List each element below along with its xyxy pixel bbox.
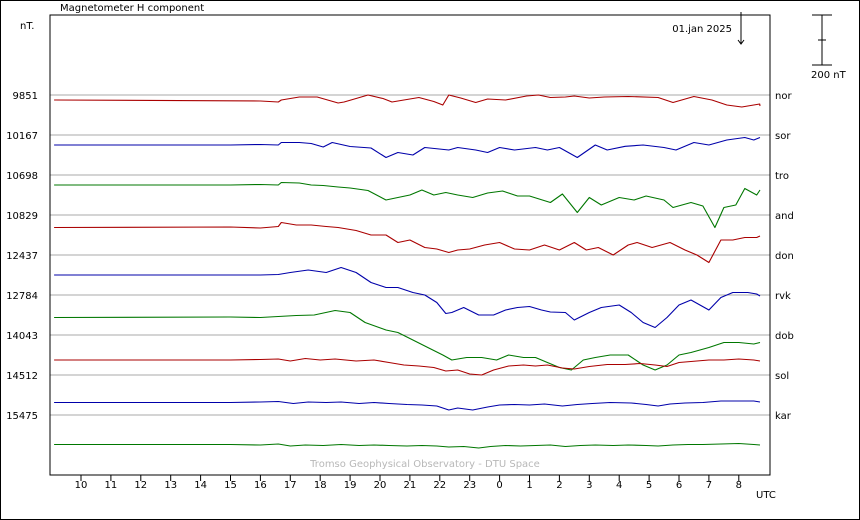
x-axis: 10 11 12 13 14 15 16 17 18 19 20 21 22 23 0 1 2 3 4 5 6 7 8 <box>75 475 742 491</box>
trace-rvk <box>54 309 761 371</box>
station-label-dob: dob <box>775 331 794 342</box>
series-layer <box>54 94 761 449</box>
x-tick-label-22: 22 <box>433 480 446 491</box>
x-tick-label-15: 15 <box>224 480 237 491</box>
baseline-value-tro: 10698 <box>6 171 38 182</box>
x-tick-label-18: 18 <box>314 480 327 491</box>
x-tick-label-1: 1 <box>526 480 532 491</box>
baseline-labels: 9851 10167 10698 10829 12437 12784 14043 14512 1… <box>6 91 38 422</box>
x-tick-label-0: 0 <box>496 480 502 491</box>
x-tick-label-4: 4 <box>616 480 622 491</box>
date-marker-label: 01.jan 2025 <box>672 24 732 35</box>
x-tick-label-19: 19 <box>344 480 357 491</box>
y-unit-label: nT. <box>20 21 34 32</box>
trace-don <box>54 266 761 329</box>
x-tick-label-6: 6 <box>676 480 682 491</box>
baseline-value-sol: 14512 <box>6 371 38 382</box>
trace-kar <box>54 442 761 449</box>
x-tick-label-3: 3 <box>586 480 592 491</box>
date-marker: 01.jan 2025 <box>672 12 745 45</box>
date-marker-arrow-head <box>737 39 745 45</box>
baseline-value-don: 12437 <box>6 251 38 262</box>
station-label-rvk: rvk <box>775 291 791 302</box>
x-tick-label-14: 14 <box>194 480 207 491</box>
station-label-sol: sol <box>775 371 789 382</box>
station-labels: nor sor tro and don rvk dob sol kar <box>775 91 794 422</box>
station-label-don: don <box>775 251 794 262</box>
x-tick-label-8: 8 <box>736 480 742 491</box>
x-tick-label-23: 23 <box>463 480 476 491</box>
x-tick-label-13: 13 <box>164 480 177 491</box>
baseline-value-dob: 14043 <box>6 331 38 342</box>
station-label-nor: nor <box>775 91 792 102</box>
x-tick-label-7: 7 <box>706 480 712 491</box>
x-tick-label-21: 21 <box>404 480 417 491</box>
trace-sol <box>54 400 761 411</box>
station-label-kar: kar <box>775 411 792 422</box>
baseline-value-nor: 9851 <box>13 91 38 102</box>
trace-dob <box>54 357 761 376</box>
grid <box>50 94 770 416</box>
footer-credit: Tromso Geophysical Observatory - DTU Spa… <box>309 459 540 470</box>
x-tick-label-20: 20 <box>374 480 387 491</box>
baseline-value-sor: 10167 <box>6 131 38 142</box>
baseline-value-rvk: 12784 <box>6 291 38 302</box>
scale-bar: 200 nT <box>811 14 847 81</box>
x-tick-label-17: 17 <box>284 480 297 491</box>
x-tick-label-10: 10 <box>75 480 88 491</box>
station-label-sor: sor <box>775 131 791 142</box>
trace-sor <box>54 136 761 159</box>
trace-nor <box>54 94 761 108</box>
baseline-value-and: 10829 <box>6 211 38 222</box>
x-tick-label-11: 11 <box>105 480 118 491</box>
chart-title: Magnetometer H component <box>60 3 204 14</box>
scale-bar-label: 200 nT <box>811 70 847 81</box>
x-tick-label-12: 12 <box>134 480 147 491</box>
x-tick-label-16: 16 <box>254 480 267 491</box>
x-tick-label-2: 2 <box>556 480 562 491</box>
station-label-and: and <box>775 211 794 222</box>
x-tick-label-5: 5 <box>646 480 652 491</box>
station-label-tro: tro <box>775 171 789 182</box>
trace-tro <box>54 181 761 229</box>
baseline-value-kar: 15475 <box>6 411 38 422</box>
x-unit-label: UTC <box>756 490 776 501</box>
trace-and <box>54 221 761 264</box>
